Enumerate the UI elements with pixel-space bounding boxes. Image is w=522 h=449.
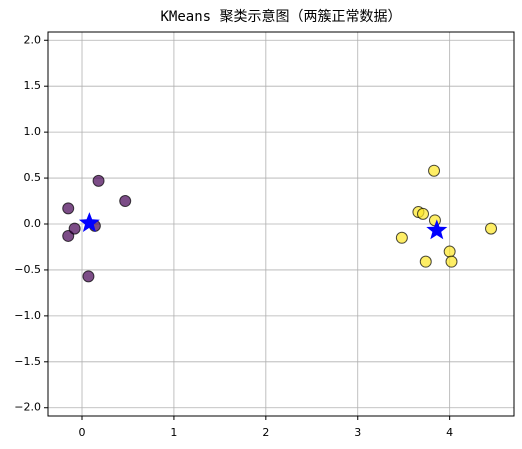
point (395, 231, 408, 244)
y-tick-label: 1.5 (24, 79, 42, 92)
point (443, 245, 456, 258)
y-tick-label: −2.0 (14, 401, 41, 414)
x-tick-label: 1 (170, 426, 177, 439)
y-tick-label: 2.0 (24, 33, 42, 46)
point (419, 255, 432, 268)
point (445, 255, 458, 268)
y-tick-label: −0.5 (14, 263, 41, 276)
point (428, 164, 441, 177)
point (92, 174, 105, 187)
point (68, 222, 81, 235)
x-tick-label: 2 (262, 426, 269, 439)
plot-frame (47, 31, 515, 417)
x-tick-label: 0 (79, 426, 86, 439)
chart-title: KMeans 聚类示意图（两簇正常数据） (160, 8, 401, 25)
y-tick-label: 0.0 (24, 217, 42, 230)
point (119, 195, 132, 208)
centroid (78, 212, 100, 232)
point (485, 222, 498, 235)
x-tick-label: 3 (354, 426, 361, 439)
point (62, 202, 75, 215)
y-tick-label: −1.0 (14, 309, 41, 322)
x-tick-label: 4 (446, 426, 453, 439)
point (82, 270, 95, 283)
centroid (426, 219, 448, 240)
y-tick-label: 1.0 (24, 125, 42, 138)
y-tick-label: −1.5 (14, 355, 41, 368)
point (417, 207, 430, 220)
y-tick-label: 0.5 (24, 171, 42, 184)
point (428, 214, 441, 227)
